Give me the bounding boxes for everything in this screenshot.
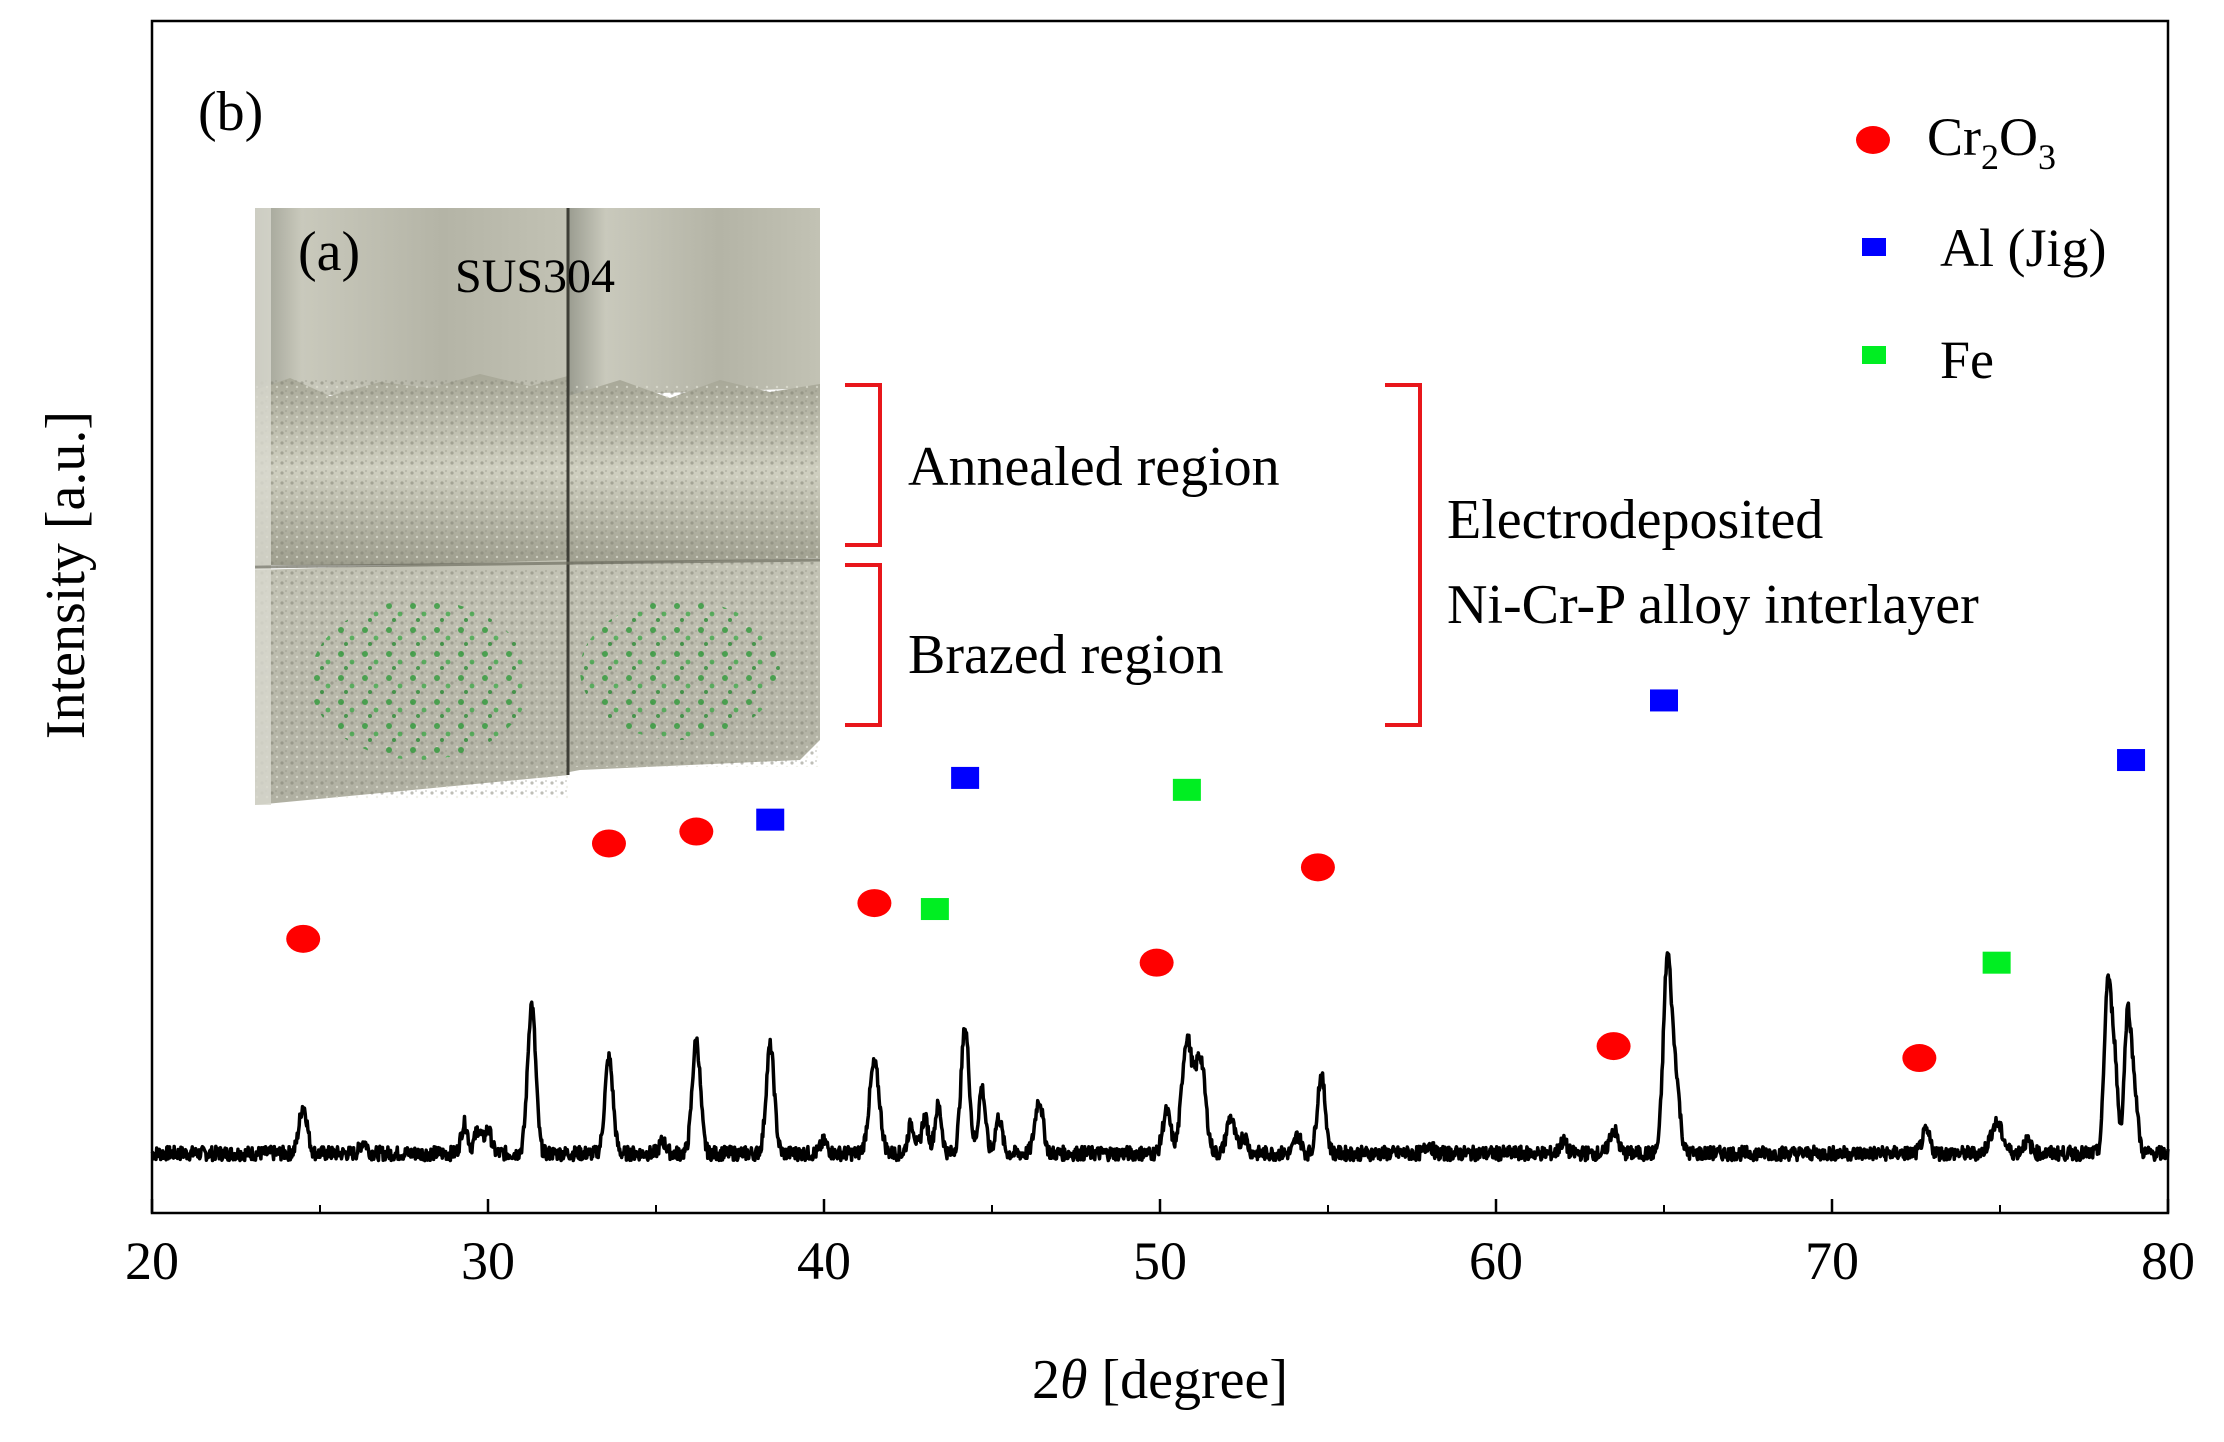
phase-markers xyxy=(286,689,2146,1073)
x-tick-label: 50 xyxy=(1133,1231,1187,1291)
legend-marker-al xyxy=(1862,238,1886,256)
x-tick-label: 70 xyxy=(1805,1231,1859,1291)
annealed-bracket xyxy=(845,383,882,547)
peak-marker-cr2o3 xyxy=(286,924,321,953)
peak-marker-fe xyxy=(920,898,949,921)
peak-marker-cr2o3 xyxy=(1902,1044,1937,1073)
y-axis-label: Intensity [a.u.] xyxy=(35,411,97,739)
x-axis-ticks: 20 30 40 50 60 70 80 xyxy=(125,1199,2195,1291)
peak-marker-al-jig xyxy=(1650,689,1678,712)
peak-marker-fe xyxy=(1982,951,2011,974)
inset-panel-label-a: (a) xyxy=(298,221,360,283)
legend-label-al: Al (Jig) xyxy=(1940,218,2106,278)
x-tick-label: 30 xyxy=(461,1231,515,1291)
inset-photo: (a) SUS304 xyxy=(254,208,821,805)
x-tick-label: 60 xyxy=(1469,1231,1523,1291)
x-tick-label: 20 xyxy=(125,1231,179,1291)
x-tick-label: 40 xyxy=(797,1231,851,1291)
brazed-region-label: Brazed region xyxy=(908,624,1224,686)
peak-marker-cr2o3 xyxy=(591,829,626,858)
peak-marker-cr2o3 xyxy=(857,889,892,918)
inset-sus304-label: SUS304 xyxy=(455,250,615,303)
right-plate-top xyxy=(568,208,820,396)
peak-marker-cr2o3 xyxy=(679,817,714,846)
annealed-region-label: Annealed region xyxy=(908,436,1280,498)
x-axis-label: 2θ [degree] xyxy=(1032,1349,1288,1411)
panel-label-b: (b) xyxy=(198,81,263,143)
interlayer-label-line1: Electrodeposited xyxy=(1447,489,1823,551)
left-plate-green-spots xyxy=(310,600,530,760)
peak-marker-al-jig xyxy=(2117,749,2146,772)
peak-marker-cr2o3 xyxy=(1139,948,1174,977)
interlayer-label-line2: Ni-Cr-P alloy interlayer xyxy=(1447,574,1979,636)
peak-marker-al-jig xyxy=(756,808,785,831)
legend-marker-cr2o3 xyxy=(1856,126,1890,154)
legend-label-fe: Fe xyxy=(1940,330,1994,390)
x-tick-label: 80 xyxy=(2141,1231,2195,1291)
xrd-pattern-line xyxy=(150,951,2170,1163)
legend-marker-fe xyxy=(1862,346,1886,364)
brazed-bracket xyxy=(845,563,882,727)
interlayer-bracket xyxy=(1385,383,1422,727)
left-plate-top xyxy=(255,208,568,395)
peak-marker-cr2o3 xyxy=(1596,1032,1631,1061)
peak-marker-cr2o3 xyxy=(1300,853,1335,882)
right-plate-green-spots xyxy=(580,600,780,740)
peak-marker-fe xyxy=(1172,778,1201,801)
peak-marker-al-jig xyxy=(951,766,980,789)
legend: Cr2O3 Al (Jig) Fe xyxy=(1856,107,2106,390)
legend-label-cr2o3: Cr2O3 xyxy=(1927,107,2056,177)
